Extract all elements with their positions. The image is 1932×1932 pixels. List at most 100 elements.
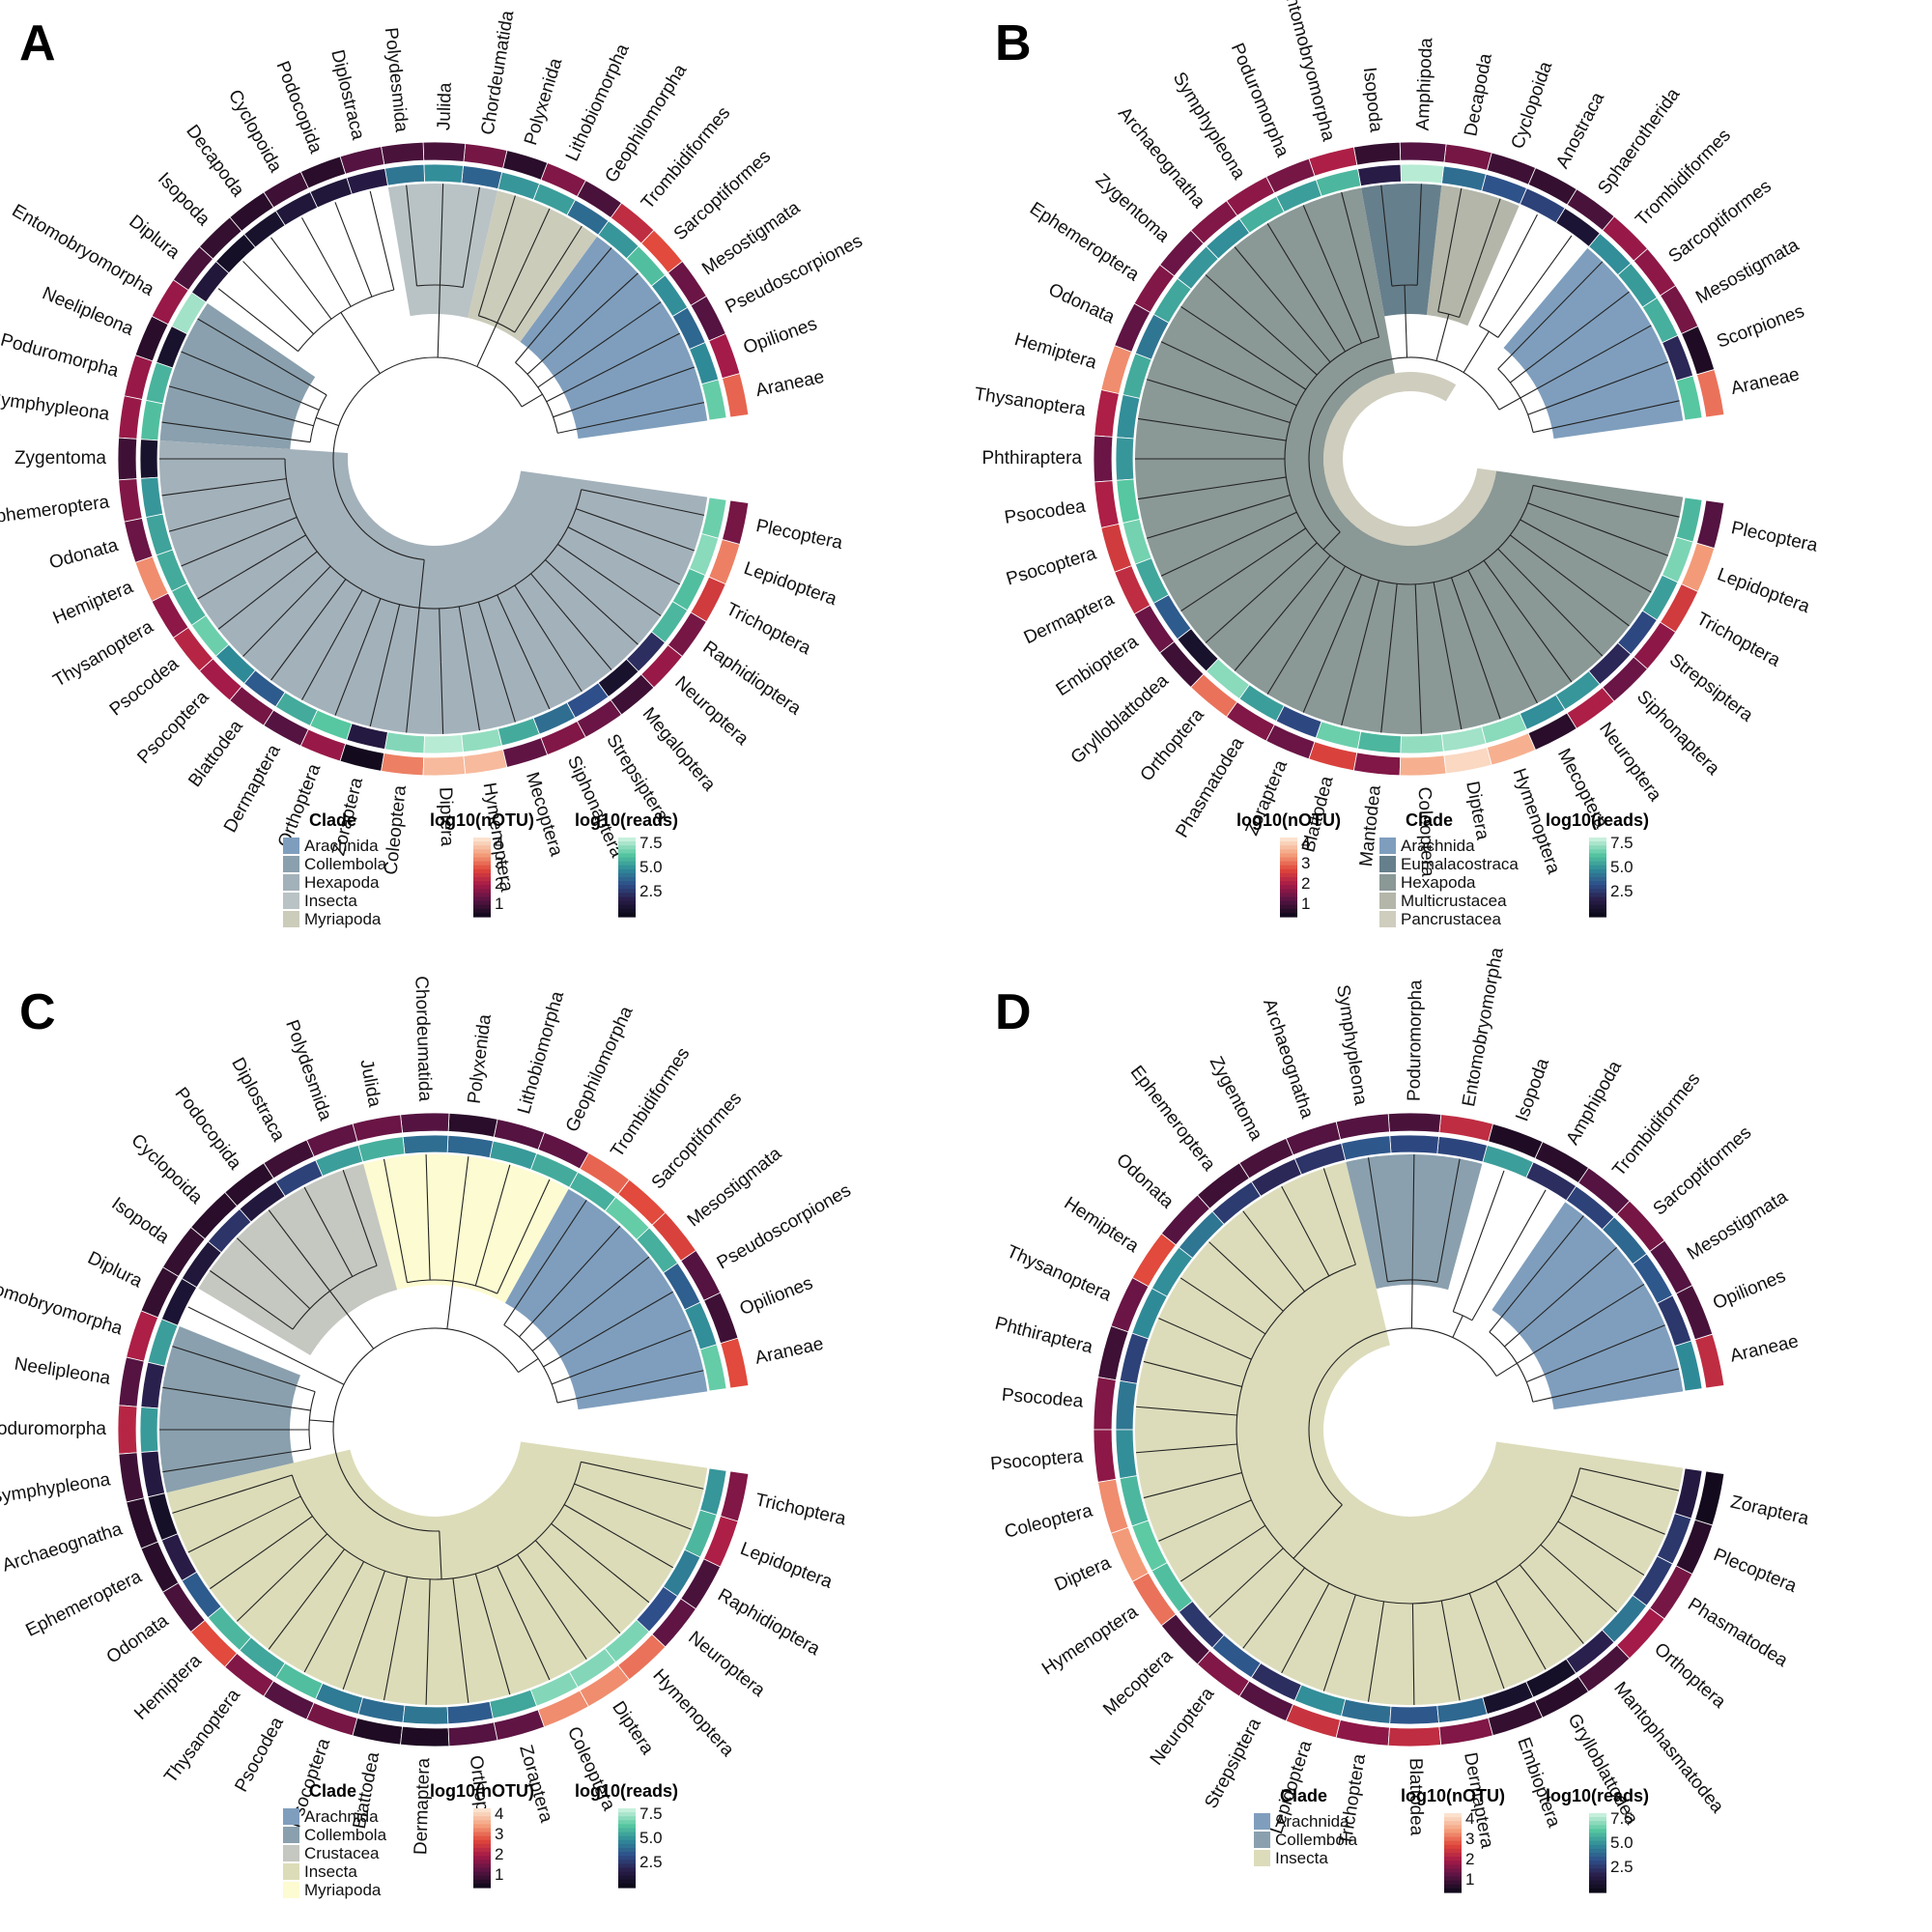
reads-cell <box>1675 497 1703 543</box>
reads-cell <box>147 1318 179 1367</box>
reads-cell <box>636 1585 679 1633</box>
tree-branch <box>1471 1303 1483 1321</box>
reads-cell <box>207 1605 252 1652</box>
tip-label: Hymenoptera <box>1038 1602 1142 1680</box>
tip-label: Araneae <box>1729 364 1802 399</box>
notu-cell <box>493 1709 546 1741</box>
legend-swatch <box>283 1827 299 1843</box>
legend-colorbar-cell <box>1280 893 1297 898</box>
tree-branch <box>291 1448 311 1453</box>
tip-label: Ephemeroptera <box>0 492 111 528</box>
legend-clade-label: Crustacea <box>304 1844 380 1862</box>
tip-label: Julida <box>434 82 456 131</box>
tree-branch <box>1242 1210 1265 1240</box>
notu-cell <box>299 728 347 762</box>
tree-branch <box>562 301 662 371</box>
legend-colorbar-cell <box>618 893 636 898</box>
legend-colorbar-cell <box>1444 1821 1462 1826</box>
notu-cell <box>1100 345 1132 395</box>
tree-branch <box>604 332 680 373</box>
legend-colorbar-cell <box>1589 1829 1606 1834</box>
notu-cell <box>151 592 189 639</box>
tip-label: Poduromorpha <box>0 330 121 383</box>
panel-letter: B <box>995 15 1032 71</box>
tree-branch <box>236 1571 289 1622</box>
tree-branch <box>342 1633 364 1690</box>
tree-branch <box>477 286 489 316</box>
tree-branch <box>1433 582 1447 647</box>
tree-branch <box>1341 632 1367 726</box>
legend-colorbar-cell <box>1589 889 1606 894</box>
notu-cell <box>640 644 683 689</box>
tree-branch <box>556 1398 577 1404</box>
tree-branch <box>332 1548 345 1565</box>
reads-cell <box>315 1144 364 1178</box>
tree-branch <box>172 1487 252 1514</box>
reads-cell <box>1525 1658 1577 1698</box>
legend-swatch <box>1379 911 1396 927</box>
tip-label: Polydesmida <box>381 26 412 133</box>
reads-cell <box>1641 574 1679 621</box>
tip-label: Lithobiomorpha <box>514 989 568 1117</box>
notu-cell <box>172 245 214 291</box>
notu-cell <box>1133 604 1176 654</box>
reads-cell <box>1617 610 1658 655</box>
tip-label: Lepidoptera <box>1715 564 1813 617</box>
tree-branch <box>581 1461 611 1469</box>
tree-branch <box>1260 527 1306 559</box>
reads-cell <box>699 1344 727 1392</box>
tree-branch <box>378 225 395 291</box>
tree-branch <box>1135 1406 1172 1410</box>
reads-cell <box>274 1159 324 1197</box>
reads-cell <box>1293 1684 1347 1717</box>
tree-branch <box>172 1346 253 1373</box>
reads-cell <box>1525 1161 1577 1202</box>
reads-cell <box>671 306 706 351</box>
reads-cell <box>1400 163 1444 185</box>
tree-branch <box>342 1170 363 1226</box>
legend-swatch <box>1254 1813 1270 1830</box>
tree-branch <box>427 1226 431 1281</box>
legend-swatch <box>283 838 299 854</box>
reads-cell <box>1601 1594 1648 1643</box>
legend-colorbar-cell <box>1589 849 1606 854</box>
reads-cell <box>1151 1246 1194 1297</box>
reads-cell <box>663 1262 701 1311</box>
tip-label: Isopoda <box>154 169 213 230</box>
tree-branch <box>1310 565 1346 623</box>
tree-branch <box>1437 281 1445 312</box>
tree-branch <box>245 310 298 353</box>
tip-label: Mesostigmata <box>684 1144 786 1232</box>
tree-branch <box>1367 296 1380 338</box>
tree-branch <box>1143 1360 1202 1378</box>
tree-branch <box>334 638 366 716</box>
legend-colorbar-cell <box>473 849 491 854</box>
reads-cell <box>423 163 464 184</box>
tree-branch <box>461 625 480 731</box>
clade-sector-arachnida <box>504 1188 708 1410</box>
tree-branch <box>1322 1612 1350 1691</box>
reads-cell <box>1315 721 1362 750</box>
legend-tick: 1 <box>495 1865 503 1884</box>
tip-label: Phthiraptera <box>981 448 1082 469</box>
reads-cell <box>1177 628 1219 672</box>
tip-label: Poduromorpha <box>1405 980 1427 1101</box>
reads-cell <box>1177 245 1219 290</box>
notu-cell <box>1694 1470 1725 1526</box>
tip-label: Mesostigmata <box>1692 235 1803 308</box>
reads-cell <box>1436 1696 1489 1724</box>
tree-branch <box>242 261 285 304</box>
reads-cell <box>532 701 577 735</box>
legend-tick: 7.5 <box>1610 834 1634 852</box>
legend-colorbar-cell <box>618 877 636 882</box>
reads-cell <box>636 1227 679 1274</box>
legend-notu-title: log10(nOTU) <box>1401 1786 1505 1805</box>
tree-branch <box>1459 255 1482 318</box>
notu-cell <box>1681 325 1716 376</box>
reads-cell <box>1565 1629 1615 1674</box>
legend-colorbar-cell <box>1589 1821 1606 1826</box>
tree-branch <box>534 1540 573 1581</box>
notu-cell <box>722 499 750 545</box>
legend-colorbar-cell <box>1280 849 1297 854</box>
tree-branch <box>1504 1325 1528 1348</box>
